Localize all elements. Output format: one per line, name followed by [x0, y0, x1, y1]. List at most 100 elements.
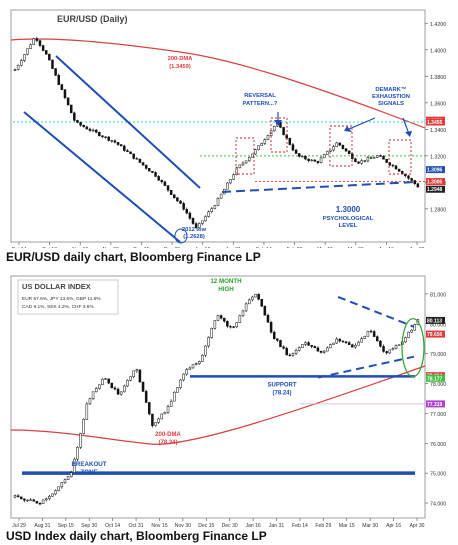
candle-body — [19, 60, 23, 66]
candle-body — [319, 157, 323, 163]
candle-body — [179, 200, 182, 204]
candle-body — [229, 179, 232, 184]
candle-body — [301, 344, 304, 348]
candle-body — [379, 155, 382, 157]
candle-body — [13, 69, 17, 71]
candle-body — [272, 331, 276, 339]
price-badge — [426, 374, 445, 382]
candle-body — [351, 344, 354, 348]
annotation-text: LEVEL — [339, 223, 358, 229]
x-tick-label: Aug 31 — [34, 523, 50, 528]
candle-body — [26, 499, 29, 502]
candle-body — [263, 305, 267, 316]
x-tick-label: Apr 30 — [409, 523, 424, 528]
arrow-demark — [402, 117, 410, 135]
x-tick-label: Dec 30 — [164, 247, 180, 248]
plot-frame — [10, 9, 426, 243]
candle-body — [166, 185, 170, 191]
candle-body — [157, 176, 160, 181]
x-tick-label: Dec 15 — [198, 523, 214, 528]
x-tick-label: Oct 14 — [105, 523, 120, 528]
candle-body — [297, 153, 301, 157]
candle-body — [57, 75, 60, 85]
candle-body — [19, 496, 23, 500]
candle-body — [207, 211, 210, 217]
y-tick-label: 81.000 — [430, 292, 446, 298]
candle-body — [148, 402, 151, 415]
candle-body — [179, 379, 182, 388]
price-badge — [426, 185, 445, 193]
candle-body — [291, 144, 295, 151]
chart-title: US DOLLAR INDEX — [22, 282, 91, 291]
annotation-text: ZONE — [80, 469, 97, 476]
annotation-text: REVERSAL — [244, 93, 276, 99]
candle-body — [69, 104, 73, 114]
candle-body — [148, 168, 151, 172]
candle-body — [226, 182, 229, 190]
candle-body — [316, 347, 320, 352]
candle-body — [347, 342, 351, 345]
candle-body — [288, 137, 292, 145]
candle-body — [416, 183, 420, 188]
candle-body — [382, 156, 385, 160]
candle-body — [307, 158, 310, 161]
candle-body — [269, 322, 273, 333]
annotation-text: SIGNALS — [378, 101, 404, 107]
candle-body — [201, 220, 204, 224]
candle-body — [116, 142, 120, 145]
candle-body — [85, 403, 89, 420]
candle-body — [32, 499, 35, 502]
candle-body — [132, 153, 135, 159]
candle-body — [391, 348, 395, 351]
candle-body — [73, 458, 76, 473]
candle-body — [144, 164, 148, 169]
candle-body — [16, 64, 20, 70]
candle-body — [38, 502, 42, 505]
candle-body — [222, 317, 226, 322]
eurusd-caption: EUR/USD daily chart, Bloomberg Finance L… — [6, 250, 261, 264]
candle-body — [357, 341, 360, 346]
y-tick-label: 76.000 — [430, 442, 446, 448]
candle-body — [129, 376, 132, 381]
candle-body — [254, 149, 257, 155]
x-tick-label: Nov 30 — [103, 247, 119, 248]
candle-body — [413, 324, 417, 331]
candle-body — [301, 156, 304, 158]
x-tick-label: Dec 30 — [222, 523, 238, 528]
candle-body — [376, 155, 379, 158]
candle-body — [407, 331, 410, 338]
arrow-head — [405, 131, 412, 137]
candle-body — [182, 203, 185, 210]
candle-body — [98, 384, 101, 389]
candle-body — [257, 145, 260, 151]
x-tick-label: Apr 30 — [409, 247, 424, 248]
candle-body — [247, 299, 251, 305]
candle-body — [338, 142, 342, 146]
candle-body — [116, 388, 120, 395]
x-tick-label: Oct 18 — [42, 247, 57, 248]
legend-line: EUR 57.6%, JPY 13.6%, GBP 11.9% — [22, 296, 101, 302]
candle-body — [369, 330, 373, 333]
candle-body — [294, 149, 298, 154]
pattern-box — [235, 137, 255, 175]
candle-body — [173, 392, 176, 402]
legend-box — [17, 279, 119, 315]
candle-body — [51, 493, 54, 497]
candle-body — [76, 447, 79, 460]
candle-body — [210, 328, 214, 338]
candle-body — [376, 336, 379, 342]
candle-body — [332, 342, 335, 345]
candle-body — [82, 419, 85, 434]
candle-body — [188, 212, 192, 219]
candle-body — [129, 151, 132, 155]
candle-body — [54, 68, 57, 76]
candle-body — [310, 159, 313, 162]
arrow-head — [344, 126, 352, 132]
x-tick-label: Jan 16 — [195, 247, 210, 248]
trend-channel-lower — [23, 111, 181, 243]
candle-body — [135, 158, 139, 160]
candle-body — [291, 353, 295, 356]
candle-body — [282, 127, 285, 136]
x-tick-label: Jan 16 — [245, 523, 260, 528]
